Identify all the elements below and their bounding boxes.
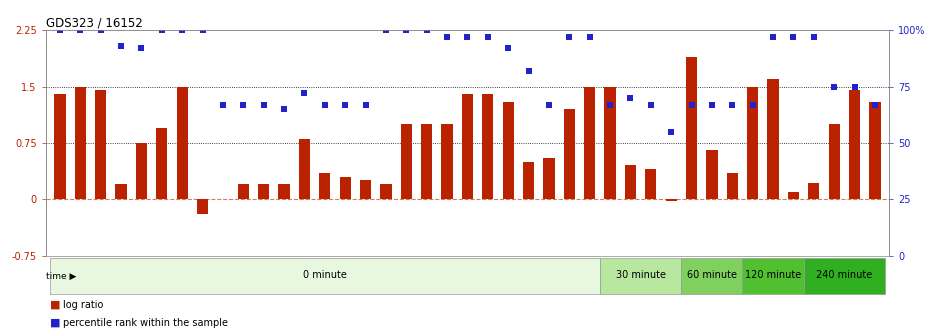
Point [521,68,536,74]
Text: 120 minute: 120 minute [745,270,801,280]
Bar [156,128,167,199]
Point [113,43,128,49]
Bar [767,79,779,199]
Point [338,102,353,107]
Point [175,28,190,33]
Point [134,46,149,51]
Bar [523,162,534,199]
Text: percentile rank within the sample: percentile rank within the sample [63,318,227,328]
Point [378,28,394,33]
Point [277,107,292,112]
Bar [564,109,575,199]
Bar [502,101,514,199]
Bar [279,184,290,199]
Text: time ▶: time ▶ [46,271,76,281]
Bar [625,165,636,199]
Bar [686,56,697,199]
Bar [584,87,595,199]
Bar [49,258,600,294]
Point [684,102,699,107]
Bar [320,173,330,199]
Bar [849,90,860,199]
Bar [238,184,249,199]
Point [786,34,801,40]
Bar [421,124,433,199]
Bar [605,87,615,199]
Point [562,34,577,40]
Point [480,34,495,40]
Bar [645,169,656,199]
Point [500,46,515,51]
Text: 60 minute: 60 minute [687,270,737,280]
Text: 30 minute: 30 minute [615,270,666,280]
Point [602,102,617,107]
Point [623,95,638,100]
Bar [136,143,147,199]
Point [766,34,781,40]
Text: ■: ■ [49,300,60,310]
Point [705,102,720,107]
Point [419,28,435,33]
Bar [115,184,126,199]
Point [745,102,760,107]
Point [297,91,312,96]
Bar [787,192,799,199]
Point [541,102,556,107]
Point [725,102,740,107]
Bar [600,258,681,294]
Point [643,102,658,107]
Point [52,28,68,33]
Point [439,34,455,40]
Bar [380,184,392,199]
Bar [75,87,86,199]
Point [664,129,679,134]
Bar [747,87,758,199]
Point [826,84,842,89]
Point [806,34,822,40]
Text: 240 minute: 240 minute [816,270,872,280]
Bar [666,199,677,201]
Point [195,28,210,33]
Text: ■: ■ [49,318,60,328]
Point [72,28,87,33]
Bar [197,199,208,214]
Point [847,84,863,89]
Point [398,28,414,33]
Bar [299,139,310,199]
Bar [462,94,473,199]
Bar [727,173,738,199]
Bar [95,90,107,199]
Bar [400,124,412,199]
Bar [359,180,371,199]
Text: log ratio: log ratio [63,300,103,310]
Bar [340,177,351,199]
Point [154,28,169,33]
Bar [743,258,804,294]
Bar [258,184,269,199]
Bar [543,158,554,199]
Bar [54,94,66,199]
Bar [828,124,840,199]
Point [867,102,883,107]
Bar [808,183,820,199]
Bar [177,87,187,199]
Bar [681,258,743,294]
Point [93,28,108,33]
Bar [707,151,717,199]
Bar [482,94,494,199]
Bar [804,258,885,294]
Text: GDS323 / 16152: GDS323 / 16152 [46,16,143,29]
Point [460,34,476,40]
Point [582,34,597,40]
Point [215,102,230,107]
Bar [441,124,453,199]
Point [256,102,271,107]
Point [236,102,251,107]
Bar [869,101,881,199]
Point [318,102,333,107]
Point [358,102,373,107]
Text: 0 minute: 0 minute [302,270,347,280]
